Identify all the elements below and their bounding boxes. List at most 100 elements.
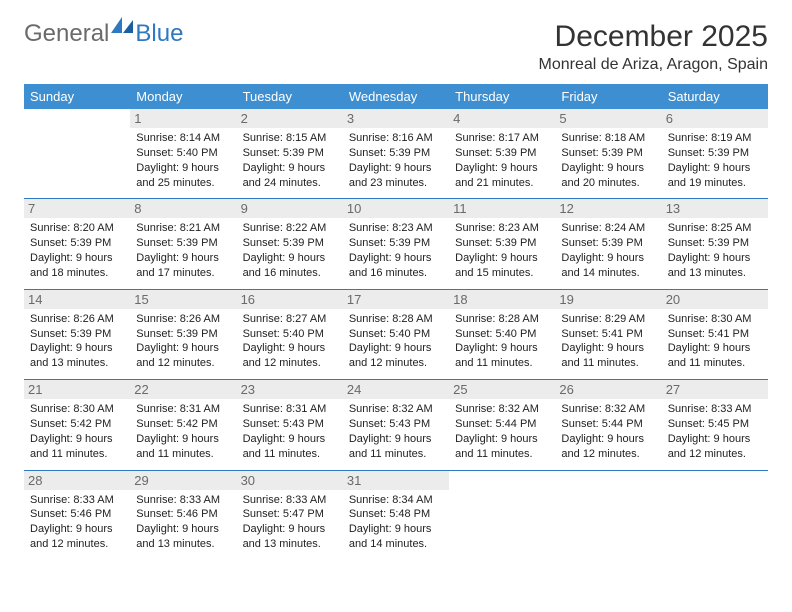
- title-block: December 2025 Monreal de Ariza, Aragon, …: [539, 20, 768, 74]
- logo: General Blue: [24, 20, 183, 48]
- weekday-header-row: Sunday Monday Tuesday Wednesday Thursday…: [24, 84, 768, 109]
- sunset-text: Sunset: 5:40 PM: [455, 327, 549, 342]
- sunset-text: Sunset: 5:46 PM: [136, 507, 230, 522]
- sunset-text: Sunset: 5:39 PM: [668, 146, 762, 161]
- sunset-text: Sunset: 5:39 PM: [243, 236, 337, 251]
- daylight-text: Daylight: 9 hours and 12 minutes.: [668, 432, 762, 462]
- day-number: 1: [130, 109, 236, 128]
- day-number: 6: [662, 109, 768, 128]
- calendar-day-cell: 26 Sunrise: 8:32 AMSunset: 5:44 PMDayligh…: [555, 380, 661, 470]
- day-info: Sunrise: 8:18 AMSunset: 5:39 PMDaylight:…: [561, 131, 655, 190]
- sunset-text: Sunset: 5:44 PM: [455, 417, 549, 432]
- day-number: 22: [130, 380, 236, 399]
- calendar-week-row: 1Sunrise: 8:14 AMSunset: 5:40 PMDaylight…: [24, 109, 768, 199]
- daylight-text: Daylight: 9 hours and 12 minutes.: [561, 432, 655, 462]
- daylight-text: Daylight: 9 hours and 12 minutes.: [136, 341, 230, 371]
- daylight-text: Daylight: 9 hours and 15 minutes.: [455, 251, 549, 281]
- calendar-day-cell: [555, 470, 661, 560]
- day-info: Sunrise: 8:15 AMSunset: 5:39 PMDaylight:…: [243, 131, 337, 190]
- calendar-day-cell: 18Sunrise: 8:28 AMSunset: 5:40 PMDayligh…: [449, 289, 555, 379]
- calendar-day-cell: 3Sunrise: 8:16 AMSunset: 5:39 PMDaylight…: [343, 109, 449, 199]
- sunrise-text: Sunrise: 8:33 AM: [136, 493, 230, 508]
- day-number: 11: [449, 199, 555, 218]
- day-number: 24: [343, 380, 449, 399]
- day-info: Sunrise: 8:26 AMSunset: 5:39 PMDaylight:…: [136, 312, 230, 371]
- calendar-day-cell: 23Sunrise: 8:31 AMSunset: 5:43 PMDayligh…: [237, 380, 343, 470]
- sunset-text: Sunset: 5:39 PM: [30, 236, 124, 251]
- daylight-text: Daylight: 9 hours and 11 minutes.: [243, 432, 337, 462]
- weekday-header: Friday: [555, 84, 661, 109]
- header: General Blue December 2025 Monreal de Ar…: [24, 20, 768, 74]
- calendar-day-cell: 19Sunrise: 8:29 AMSunset: 5:41 PMDayligh…: [555, 289, 661, 379]
- day-number: 29: [130, 471, 236, 490]
- sunset-text: Sunset: 5:42 PM: [30, 417, 124, 432]
- sunrise-text: Sunrise: 8:34 AM: [349, 493, 443, 508]
- sunset-text: Sunset: 5:42 PM: [136, 417, 230, 432]
- location: Monreal de Ariza, Aragon, Spain: [539, 56, 768, 74]
- day-number: 16: [237, 290, 343, 309]
- day-info: Sunrise: 8:29 AMSunset: 5:41 PMDaylight:…: [561, 312, 655, 371]
- weekday-header: Monday: [130, 84, 236, 109]
- calendar-day-cell: 14Sunrise: 8:26 AMSunset: 5:39 PMDayligh…: [24, 289, 130, 379]
- sunrise-text: Sunrise: 8:33 AM: [243, 493, 337, 508]
- sunrise-text: Sunrise: 8:29 AM: [561, 312, 655, 327]
- daylight-text: Daylight: 9 hours and 11 minutes.: [136, 432, 230, 462]
- calendar-day-cell: [449, 470, 555, 560]
- sunset-text: Sunset: 5:39 PM: [561, 146, 655, 161]
- calendar-day-cell: 1Sunrise: 8:14 AMSunset: 5:40 PMDaylight…: [130, 109, 236, 199]
- day-info: Sunrise: 8:23 AMSunset: 5:39 PMDaylight:…: [349, 221, 443, 280]
- day-info: Sunrise: 8:22 AMSunset: 5:39 PMDaylight:…: [243, 221, 337, 280]
- calendar-week-row: 28Sunrise: 8:33 AMSunset: 5:46 PMDayligh…: [24, 470, 768, 560]
- daylight-text: Daylight: 9 hours and 14 minutes.: [349, 522, 443, 552]
- sunrise-text: Sunrise: 8:32 AM: [349, 402, 443, 417]
- sunrise-text: Sunrise: 8:33 AM: [668, 402, 762, 417]
- sunrise-text: Sunrise: 8:32 AM: [561, 402, 655, 417]
- calendar-day-cell: 12Sunrise: 8:24 AMSunset: 5:39 PMDayligh…: [555, 199, 661, 289]
- weekday-header: Sunday: [24, 84, 130, 109]
- daylight-text: Daylight: 9 hours and 11 minutes.: [561, 341, 655, 371]
- day-number: 10: [343, 199, 449, 218]
- day-number: 28: [24, 471, 130, 490]
- sunset-text: Sunset: 5:41 PM: [561, 327, 655, 342]
- day-number: 26: [555, 380, 661, 399]
- day-info: Sunrise: 8:32 AMSunset: 5:44 PMDaylight:…: [455, 402, 549, 461]
- sunset-text: Sunset: 5:44 PM: [561, 417, 655, 432]
- calendar-day-cell: 27Sunrise: 8:33 AMSunset: 5:45 PMDayligh…: [662, 380, 768, 470]
- day-info: Sunrise: 8:32 AMSunset: 5:44 PMDaylight:…: [561, 402, 655, 461]
- sunset-text: Sunset: 5:40 PM: [243, 327, 337, 342]
- daylight-text: Daylight: 9 hours and 13 minutes.: [243, 522, 337, 552]
- calendar-day-cell: 22Sunrise: 8:31 AMSunset: 5:42 PMDayligh…: [130, 380, 236, 470]
- calendar-day-cell: 5Sunrise: 8:18 AMSunset: 5:39 PMDaylight…: [555, 109, 661, 199]
- daylight-text: Daylight: 9 hours and 25 minutes.: [136, 161, 230, 191]
- sunset-text: Sunset: 5:39 PM: [136, 327, 230, 342]
- daylight-text: Daylight: 9 hours and 21 minutes.: [455, 161, 549, 191]
- day-info: Sunrise: 8:27 AMSunset: 5:40 PMDaylight:…: [243, 312, 337, 371]
- daylight-text: Daylight: 9 hours and 11 minutes.: [455, 341, 549, 371]
- sunset-text: Sunset: 5:39 PM: [349, 236, 443, 251]
- daylight-text: Daylight: 9 hours and 16 minutes.: [349, 251, 443, 281]
- day-info: Sunrise: 8:34 AMSunset: 5:48 PMDaylight:…: [349, 493, 443, 552]
- day-number: 4: [449, 109, 555, 128]
- calendar-day-cell: 9Sunrise: 8:22 AMSunset: 5:39 PMDaylight…: [237, 199, 343, 289]
- daylight-text: Daylight: 9 hours and 12 minutes.: [349, 341, 443, 371]
- sunset-text: Sunset: 5:47 PM: [243, 507, 337, 522]
- logo-text-general: General: [24, 20, 109, 48]
- calendar-day-cell: 13Sunrise: 8:25 AMSunset: 5:39 PMDayligh…: [662, 199, 768, 289]
- calendar-day-cell: 24Sunrise: 8:32 AMSunset: 5:43 PMDayligh…: [343, 380, 449, 470]
- daylight-text: Daylight: 9 hours and 13 minutes.: [668, 251, 762, 281]
- calendar-week-row: 14Sunrise: 8:26 AMSunset: 5:39 PMDayligh…: [24, 289, 768, 379]
- calendar-day-cell: 29Sunrise: 8:33 AMSunset: 5:46 PMDayligh…: [130, 470, 236, 560]
- sunrise-text: Sunrise: 8:30 AM: [668, 312, 762, 327]
- daylight-text: Daylight: 9 hours and 11 minutes.: [668, 341, 762, 371]
- daylight-text: Daylight: 9 hours and 20 minutes.: [561, 161, 655, 191]
- calendar-day-cell: 16 Sunrise: 8:27 AMSunset: 5:40 PMDayligh…: [237, 289, 343, 379]
- day-number: 17: [343, 290, 449, 309]
- sunrise-text: Sunrise: 8:27 AM: [243, 312, 337, 327]
- day-number: 31: [343, 471, 449, 490]
- sunset-text: Sunset: 5:39 PM: [561, 236, 655, 251]
- day-number: 15: [130, 290, 236, 309]
- day-info: Sunrise: 8:33 AMSunset: 5:47 PMDaylight:…: [243, 493, 337, 552]
- calendar-day-cell: 2Sunrise: 8:15 AMSunset: 5:39 PMDaylight…: [237, 109, 343, 199]
- sunrise-text: Sunrise: 8:22 AM: [243, 221, 337, 236]
- sunrise-text: Sunrise: 8:20 AM: [30, 221, 124, 236]
